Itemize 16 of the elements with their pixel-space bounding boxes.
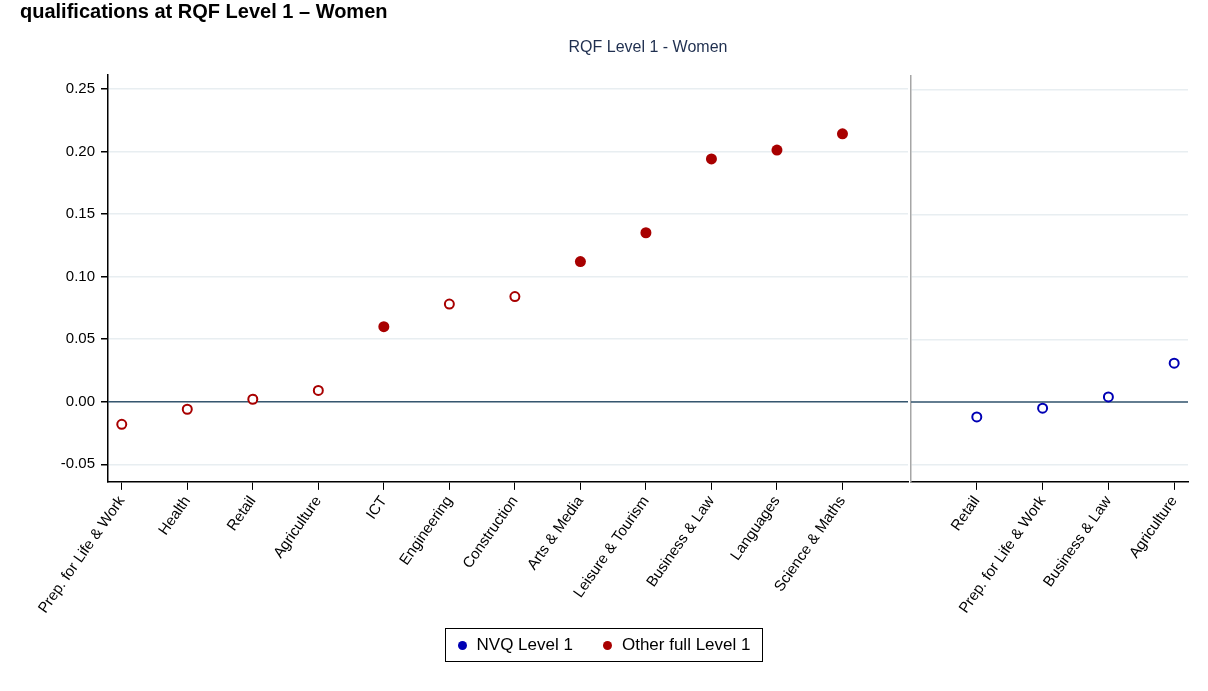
chart-subtitle: RQF Level 1 - Women	[567, 38, 729, 56]
y-tick-label: 0.00	[65, 391, 95, 409]
y-tick-label: 0.15	[65, 204, 95, 222]
y-tick-label: 0.05	[65, 329, 95, 347]
point	[1037, 402, 1049, 414]
legend-label: Other full Level 1	[621, 635, 751, 655]
x-tick-label: ICT	[361, 492, 390, 522]
y-tick-label: -0.05	[60, 454, 95, 472]
y-tick-label: 0.25	[65, 78, 95, 96]
chart-title: qualifications at RQF Level 1 – Women	[20, 0, 388, 23]
point	[1168, 357, 1180, 369]
point	[971, 411, 983, 423]
legend-label: NVQ Level 1	[476, 635, 573, 655]
y-tick-label: 0.10	[65, 266, 95, 284]
point	[1102, 391, 1114, 403]
y-tick-label: 0.20	[65, 141, 95, 159]
